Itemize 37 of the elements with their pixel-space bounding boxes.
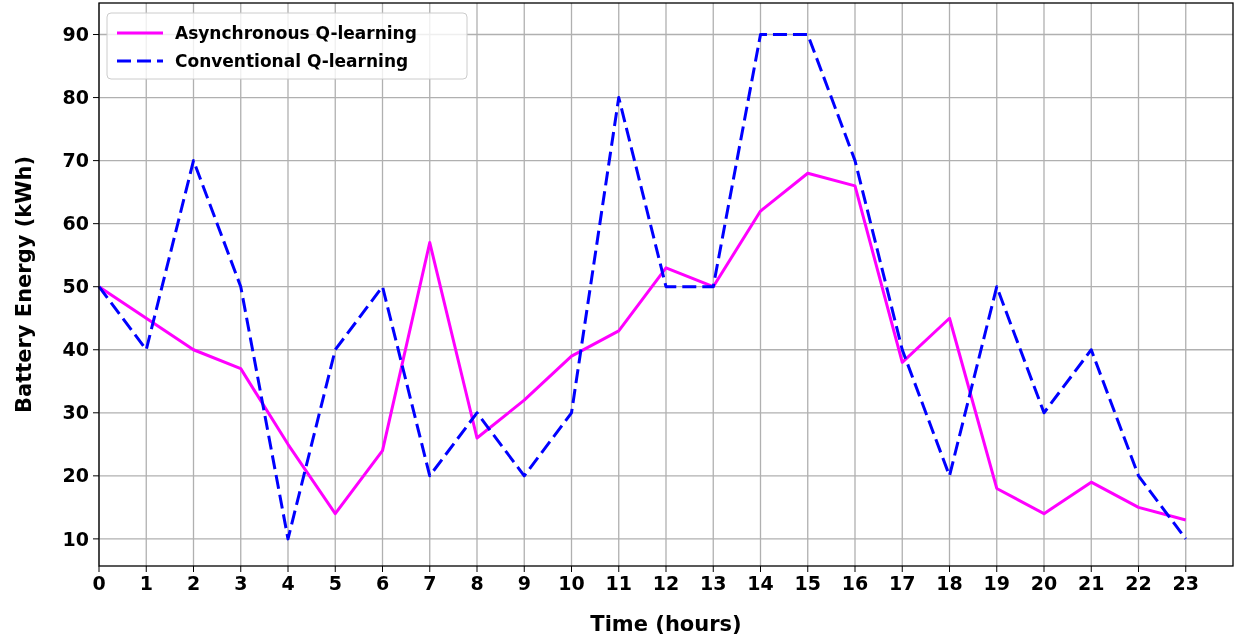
y-tick-label: 90 [62,23,89,46]
y-tick-label: 80 [62,86,89,109]
x-tick-label: 22 [1125,572,1152,594]
x-tick-label: 20 [1030,572,1058,594]
y-tick-label: 70 [62,149,89,172]
x-tick-label: 16 [841,572,869,594]
x-tick-label: 19 [983,572,1010,594]
y-tick-label: 50 [62,275,89,298]
x-tick-label: 14 [747,572,774,594]
x-tick-label: 1 [139,572,153,594]
y-tick-label: 20 [62,464,89,487]
legend-label: Conventional Q-learning [175,50,409,71]
x-tick-label: 9 [517,572,531,594]
y-tick-label: 60 [62,212,89,235]
x-tick-label: 13 [700,572,727,594]
y-axis-title: Battery Energy (kWh) [12,155,36,414]
x-axis-title: Time (hours) [590,612,742,636]
x-tick-label: 12 [652,572,680,594]
x-tick-label: 2 [186,572,201,594]
x-tick-label: 15 [794,572,821,594]
x-tick-label: 4 [281,572,295,594]
y-tick-label: 40 [62,338,89,361]
x-tick-label: 11 [605,572,632,594]
x-tick-label: 21 [1078,572,1105,594]
x-tick-label: 17 [889,572,916,594]
x-tick-label: 7 [423,572,437,594]
x-tick-label: 6 [375,572,390,594]
legend-label: Asynchronous Q-learning [175,22,417,43]
y-tick-label: 30 [62,401,89,424]
x-tick-label: 8 [470,572,484,594]
x-tick-label: 10 [558,572,585,594]
x-tick-label: 23 [1172,572,1199,594]
x-tick-label: 18 [936,572,963,594]
x-tick-label: 5 [328,572,342,594]
x-tick-label: 3 [234,572,248,594]
x-tick-label: 0 [92,572,106,594]
y-tick-label: 10 [62,527,89,550]
